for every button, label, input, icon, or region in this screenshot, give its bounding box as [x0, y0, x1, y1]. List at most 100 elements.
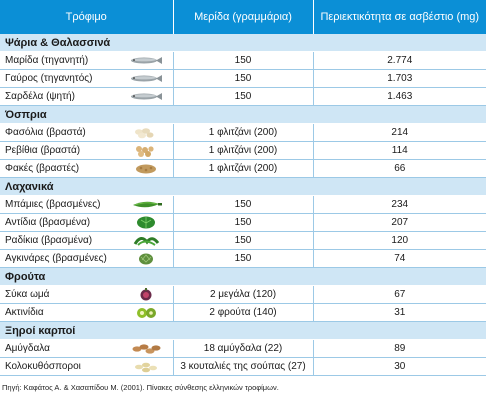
food-cell: Μπάμιες (βρασμένες): [0, 195, 173, 214]
table-row: Κολοκυθόσποροι 3 κουταλιές της σούπας (27…: [0, 357, 486, 376]
table-row: Φασόλια (βραστά) 1 φλιτζάνι (200) 214: [0, 123, 486, 142]
calcium-table: Τρόφιμο Μερίδα (γραμμάρια) Περιεκτικότητ…: [0, 0, 486, 376]
calcium-cell: 31: [312, 303, 486, 322]
calcium-cell: 89: [312, 339, 486, 358]
fig-icon: [140, 288, 151, 301]
portion-cell: 1 φλιτζάνι (200): [172, 123, 313, 142]
kiwi-icon: [136, 308, 156, 318]
portion-cell: 3 κουταλιές της σούπας (27): [172, 357, 313, 376]
table-row: Μαρίδα (τηγανητή) 150 2.774: [0, 51, 486, 70]
portion-cell: 150: [172, 231, 313, 250]
header-food: Τρόφιμο: [0, 0, 174, 34]
portion-cell: 2 μεγάλα (120): [172, 285, 313, 304]
food-cell: Αμύγδαλα: [0, 339, 173, 358]
food-cell: Αγκινάρες (βρασμένες): [0, 249, 173, 268]
portion-cell: 1 φλιτζάνι (200): [172, 141, 313, 160]
food-name: Κολοκυθόσποροι: [5, 361, 81, 372]
almonds-icon: [132, 344, 160, 354]
calcium-cell: 67: [312, 285, 486, 304]
category-row: Ξηροί καρποί: [0, 321, 486, 340]
table-row: Σύκα ωμά 2 μεγάλα (120) 67: [0, 285, 486, 304]
food-cell: Σύκα ωμά: [0, 285, 173, 304]
calcium-cell: 1.463: [312, 87, 486, 106]
food-name: Αμύγδαλα: [5, 343, 50, 354]
food-cell: Σαρδέλα (ψητή): [0, 87, 173, 106]
calcium-cell: 2.774: [312, 51, 486, 70]
food-name: Μαρίδα (τηγανητή): [5, 55, 89, 66]
calcium-cell: 120: [312, 231, 486, 250]
category-label: Ψάρια & Θαλασσινά: [0, 34, 486, 52]
category-label: Ξηροί καρποί: [0, 321, 486, 340]
food-name: Μπάμιες (βρασμένες): [5, 199, 101, 210]
portion-cell: 2 φρούτα (140): [172, 303, 313, 322]
chickpeas-icon: [135, 146, 154, 157]
table-row: Αμύγδαλα 18 αμύγδαλα (22) 89: [0, 339, 486, 358]
okra-icon: [132, 201, 162, 208]
food-name: Φακές (βραστές): [5, 163, 80, 174]
food-cell: Κολοκυθόσποροι: [0, 357, 173, 376]
pumpkin-seeds-icon: [134, 362, 157, 373]
food-cell: Φασόλια (βραστά): [0, 123, 173, 142]
food-cell: Ακτινίδια: [0, 303, 173, 322]
calcium-cell: 207: [312, 213, 486, 232]
header-calcium: Περιεκτικότητα σε ασβέστιο (mg): [313, 0, 486, 34]
table-row: Ραδίκια (βρασμένα) 150 120: [0, 231, 486, 250]
category-row: Φρούτα: [0, 267, 486, 286]
food-cell: Φακές (βραστές): [0, 159, 173, 178]
table-row: Ρεβίθια (βραστά) 1 φλιτζάνι (200) 114: [0, 141, 486, 160]
food-name: Αγκινάρες (βρασμένες): [5, 253, 107, 264]
food-cell: Μαρίδα (τηγανητή): [0, 51, 173, 70]
category-label: Λαχανικά: [0, 177, 486, 196]
artichoke-icon: [138, 253, 153, 265]
food-name: Ρεβίθια (βραστά): [5, 145, 81, 156]
greens-icon: [136, 216, 155, 229]
food-name: Φασόλια (βραστά): [5, 127, 86, 138]
portion-cell: 150: [172, 249, 313, 268]
food-name: Γαύρος (τηγανητός): [5, 73, 93, 84]
table-header: Τρόφιμο Μερίδα (γραμμάρια) Περιεκτικότητ…: [0, 0, 486, 34]
portion-cell: 150: [172, 195, 313, 214]
food-cell: Αντίδια (βρασμένα): [0, 213, 173, 232]
food-name: Σύκα ωμά: [5, 289, 50, 300]
portion-cell: 18 αμύγδαλα (22): [172, 339, 313, 358]
food-name: Ραδίκια (βρασμένα): [5, 235, 93, 246]
fish-icon: [130, 75, 162, 82]
calcium-cell: 1.703: [312, 69, 486, 88]
table-row: Αντίδια (βρασμένα) 150 207: [0, 213, 486, 232]
portion-cell: 150: [172, 87, 313, 106]
calcium-cell: 74: [312, 249, 486, 268]
category-label: Φρούτα: [0, 267, 486, 286]
calcium-cell: 66: [312, 159, 486, 178]
table-row: Φακές (βραστές) 1 φλιτζάνι (200) 66: [0, 159, 486, 178]
table-body: Ψάρια & Θαλασσινά Μαρίδα (τηγανητή) 150 2.7…: [0, 34, 486, 376]
food-name: Ακτινίδια: [5, 307, 44, 318]
portion-cell: 150: [172, 69, 313, 88]
food-cell: Γαύρος (τηγανητός): [0, 69, 173, 88]
category-label: Όσπρια: [0, 105, 486, 124]
calcium-cell: 234: [312, 195, 486, 214]
calcium-cell: 114: [312, 141, 486, 160]
portion-cell: 150: [172, 51, 313, 70]
table-row: Σαρδέλα (ψητή) 150 1.463: [0, 87, 486, 106]
lentils-icon: [135, 164, 156, 174]
header-portion: Μερίδα (γραμμάρια): [173, 0, 314, 34]
category-row: Ψάρια & Θαλασσινά: [0, 34, 486, 52]
calcium-cell: 30: [312, 357, 486, 376]
table-row: Αγκινάρες (βρασμένες) 150 74: [0, 249, 486, 268]
calcium-cell: 214: [312, 123, 486, 142]
fish-icon: [130, 57, 162, 64]
food-cell: Ρεβίθια (βραστά): [0, 141, 173, 160]
category-row: Όσπρια: [0, 105, 486, 124]
table-row: Ακτινίδια 2 φρούτα (140) 31: [0, 303, 486, 322]
portion-cell: 1 φλιτζάνι (200): [172, 159, 313, 178]
beans-icon: [134, 128, 153, 139]
source-note: Πηγή: Καφάτος Α. & Χασαπίδου Μ. (2001). …: [2, 383, 279, 392]
chicory-icon: [133, 237, 159, 246]
portion-cell: 150: [172, 213, 313, 232]
food-name: Αντίδια (βρασμένα): [5, 217, 91, 228]
food-name: Σαρδέλα (ψητή): [5, 91, 75, 102]
table-row: Γαύρος (τηγανητός) 150 1.703: [0, 69, 486, 88]
table-row: Μπάμιες (βρασμένες) 150 234: [0, 195, 486, 214]
category-row: Λαχανικά: [0, 177, 486, 196]
